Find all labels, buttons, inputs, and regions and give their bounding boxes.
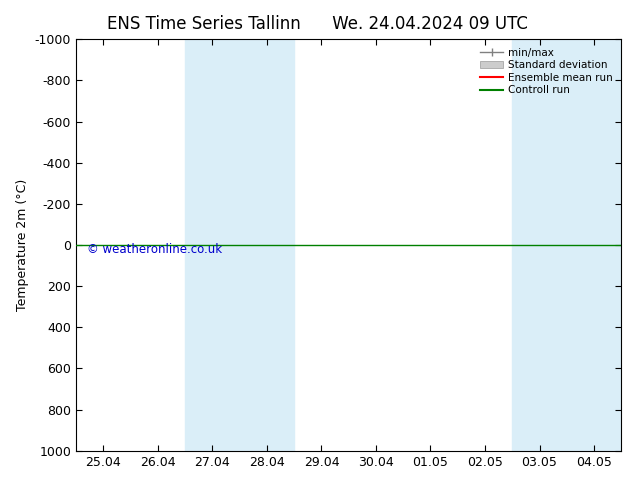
Bar (512, 39, 621, 451)
Bar (185, 39, 294, 451)
Y-axis label: Temperature 2m (°C): Temperature 2m (°C) (16, 179, 29, 311)
Text: © weatheronline.co.uk: © weatheronline.co.uk (87, 243, 222, 256)
Text: ENS Time Series Tallinn      We. 24.04.2024 09 UTC: ENS Time Series Tallinn We. 24.04.2024 0… (107, 15, 527, 33)
Legend: min/max, Standard deviation, Ensemble mean run, Controll run: min/max, Standard deviation, Ensemble me… (477, 45, 616, 98)
